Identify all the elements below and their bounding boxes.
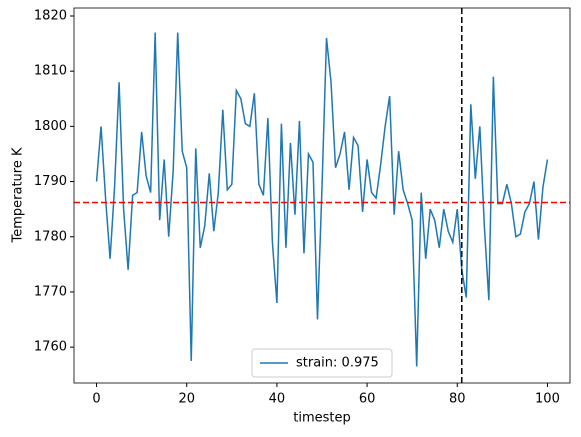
data-line <box>95 32 549 367</box>
x-tick-label: 60 <box>359 392 376 407</box>
legend-label: strain: 0.975 <box>296 356 379 371</box>
y-tick-label: 1770 <box>34 284 67 299</box>
y-tick-label: 1790 <box>34 174 67 189</box>
x-tick-label: 40 <box>269 392 286 407</box>
plot-frame <box>73 7 571 384</box>
y-axis-label: Temperature K <box>11 147 26 243</box>
legend-box <box>251 348 393 378</box>
y-tick-label: 1760 <box>34 340 67 355</box>
x-tick-label: 20 <box>178 392 195 407</box>
y-tick-label: 1820 <box>34 9 67 24</box>
y-tick-label: 1780 <box>34 229 67 244</box>
x-axis-label: timestep <box>293 411 351 426</box>
x-tick-label: 100 <box>535 392 560 407</box>
y-tick-label: 1800 <box>34 119 67 134</box>
y-tick-label: 1810 <box>34 64 67 79</box>
x-tick-label: 80 <box>449 392 466 407</box>
x-tick-label: 0 <box>92 392 100 407</box>
